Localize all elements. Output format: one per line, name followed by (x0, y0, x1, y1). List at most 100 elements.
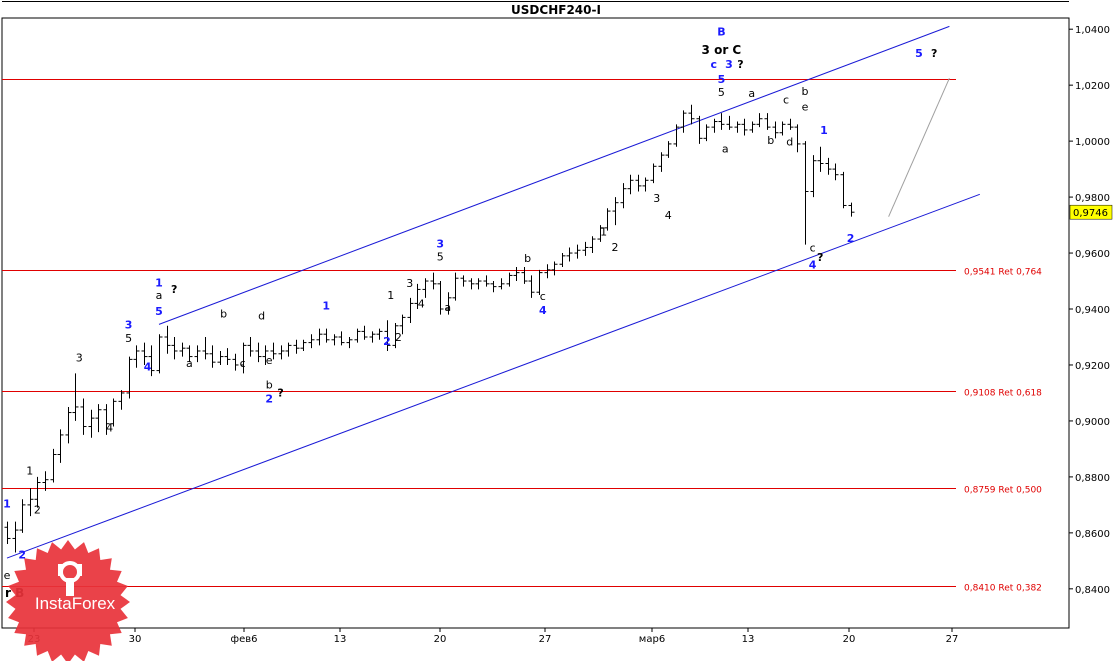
wave-label-16: ? (817, 251, 823, 264)
wave-label-21: 3 (436, 237, 444, 250)
ohlc-bar-89 (680, 110, 687, 133)
wave-label-43: ? (277, 386, 283, 399)
wave-label-15: c (810, 242, 816, 255)
ohlc-bar-60 (460, 275, 467, 287)
ohlc-bar-48 (369, 331, 376, 343)
ohlc-bar-93 (711, 118, 718, 133)
ohlc-bar-58 (445, 292, 452, 315)
wave-label-36: 2 (395, 331, 402, 344)
ohlc-bar-3 (27, 488, 34, 517)
ohlc-bar-94 (718, 113, 725, 130)
logo-text: InstaForex (35, 594, 116, 613)
ohlc-bars (4, 104, 855, 553)
wave-label-53: 4 (106, 421, 113, 434)
y-tick-label-1: 0,8600 (1075, 529, 1110, 540)
logo-starburst-shape (6, 540, 130, 661)
wave-label-55: 2 (34, 503, 41, 516)
ohlc-bar-49 (376, 328, 383, 340)
wave-label-11: d (786, 135, 793, 148)
ohlc-bar-80 (612, 197, 619, 226)
ohlc-bar-46 (354, 328, 361, 343)
ohlc-bar-83 (635, 174, 642, 192)
x-tick-label-1: 30 (129, 634, 142, 645)
wave-label-49: 3 (125, 319, 133, 332)
ohlc-bar-31 (240, 342, 247, 374)
wave-label-7: a (748, 87, 755, 100)
ohlc-bar-5 (42, 471, 49, 491)
wave-label-1: 3 or C (702, 43, 742, 57)
ohlc-bar-104 (794, 124, 801, 153)
ohlc-bar-9 (72, 373, 79, 421)
wave-label-31: 2 (612, 241, 619, 254)
ohlc-bar-33 (255, 342, 262, 363)
wave-label-57: 1 (3, 498, 11, 511)
wave-label-37: d (258, 310, 265, 323)
wave-label-42: b (266, 378, 273, 391)
ohlc-bar-21 (164, 325, 171, 354)
wave-label-38: b (220, 307, 227, 320)
x-tick-label-2: фев6 (231, 634, 258, 645)
y-tick-label-7: 0,9800 (1075, 193, 1110, 204)
wave-label-0: B (717, 25, 725, 38)
ohlc-bar-99 (756, 113, 763, 128)
ohlc-bar-51 (392, 323, 399, 349)
projection-line (888, 77, 950, 217)
channel-lower-line (6, 193, 980, 559)
fib-label-3: 0,8759 Ret 0,500 (964, 486, 1042, 496)
ohlc-bar-18 (141, 342, 148, 365)
ohlc-bar-6 (50, 448, 57, 483)
ohlc-bar-75 (574, 244, 581, 259)
ohlc-bar-10 (80, 398, 87, 435)
ohlc-bar-79 (604, 208, 611, 231)
ohlc-bar-59 (452, 272, 459, 301)
ohlc-bar-71 (544, 264, 551, 279)
x-tick-label-9: 27 (946, 634, 959, 645)
y-tick-label-10: 1,0400 (1075, 25, 1110, 36)
wave-label-34: 1 (322, 300, 330, 313)
ohlc-bar-0 (4, 521, 11, 545)
ohlc-bar-73 (559, 253, 566, 268)
ohlc-bar-110 (840, 171, 847, 209)
wave-label-17: 4 (809, 258, 817, 271)
wave-label-35: 2 (383, 335, 391, 348)
ohlc-bar-92 (703, 124, 710, 142)
ohlc-bar-35 (270, 342, 277, 360)
y-tick-label-2: 0,8800 (1075, 473, 1110, 484)
wave-label-12: b (802, 85, 809, 98)
wave-label-9: b (767, 134, 774, 147)
wave-label-24: 3 (406, 277, 413, 290)
wave-label-44: 2 (265, 392, 273, 405)
ohlc-bar-41 (316, 328, 323, 346)
wave-label-20: ? (931, 47, 937, 60)
ohlc-bar-95 (726, 115, 733, 130)
ohlc-bar-90 (688, 104, 695, 125)
logo-emblem-icon (58, 561, 82, 596)
wave-label-8: a (722, 142, 729, 155)
ohlc-bar-66 (506, 272, 513, 287)
wave-label-19: 5 (915, 47, 923, 60)
wave-label-39: a (186, 357, 193, 370)
ohlc-bar-77 (589, 236, 596, 254)
ohlc-bar-65 (498, 278, 505, 290)
wave-label-46: a (156, 289, 163, 302)
ohlc-bar-87 (665, 141, 672, 158)
ohlc-bar-68 (521, 267, 528, 284)
ohlc-bar-37 (285, 342, 292, 357)
wave-label-32: 3 (653, 192, 660, 205)
y-tick-label-6: 0,9600 (1075, 249, 1110, 260)
ohlc-bar-82 (627, 174, 634, 195)
ohlc-bar-86 (658, 152, 665, 172)
fib-label-1: 0,9541 Ret 0,764 (964, 268, 1042, 278)
ohlc-bar-69 (528, 275, 535, 298)
ohlc-bar-26 (202, 336, 209, 360)
wave-label-3: 3 (725, 58, 733, 71)
ohlc-bar-85 (650, 163, 657, 184)
x-tick-label-8: 20 (843, 634, 856, 645)
ohlc-bar-54 (414, 283, 421, 310)
ohlc-bar-70 (536, 269, 543, 296)
ohlc-bar-36 (278, 345, 285, 360)
wave-label-18: 2 (847, 232, 855, 245)
ohlc-bar-7 (57, 429, 64, 463)
